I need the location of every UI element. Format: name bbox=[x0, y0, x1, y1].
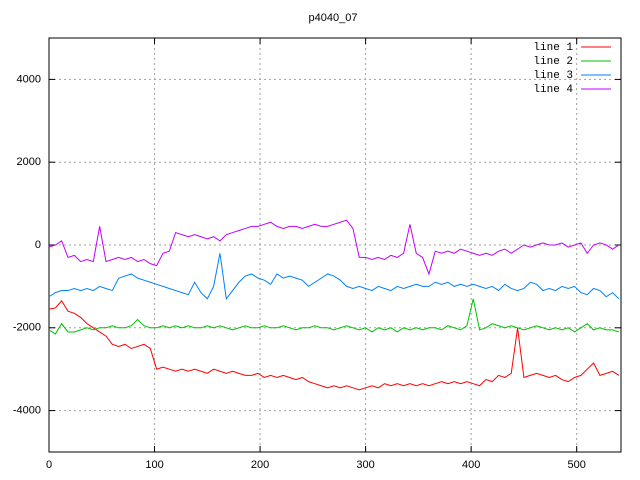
data-line bbox=[48, 253, 620, 301]
x-tick-label: 0 bbox=[46, 459, 52, 471]
data-line bbox=[48, 298, 620, 335]
y-tick-label: 0 bbox=[35, 239, 41, 251]
x-tick-label: 200 bbox=[251, 459, 269, 471]
x-tick-label: 400 bbox=[462, 459, 480, 471]
y-tick-label: -2000 bbox=[13, 322, 41, 334]
plot-border bbox=[48, 37, 622, 453]
legend-label: line 3 bbox=[533, 70, 573, 82]
data-line bbox=[48, 219, 620, 276]
y-tick-label: 2000 bbox=[17, 156, 41, 168]
legend-label: line 4 bbox=[533, 84, 573, 96]
x-tick-label: 300 bbox=[356, 459, 374, 471]
data-line bbox=[48, 300, 620, 391]
legend-label: line 2 bbox=[533, 56, 573, 68]
x-tick-label: 500 bbox=[567, 459, 585, 471]
legend-label: line 1 bbox=[533, 42, 573, 54]
y-tick-label: -4000 bbox=[13, 405, 41, 417]
chart-title: p4040_07 bbox=[309, 12, 358, 24]
y-tick-label: 4000 bbox=[17, 73, 41, 85]
x-tick-label: 100 bbox=[145, 459, 163, 471]
